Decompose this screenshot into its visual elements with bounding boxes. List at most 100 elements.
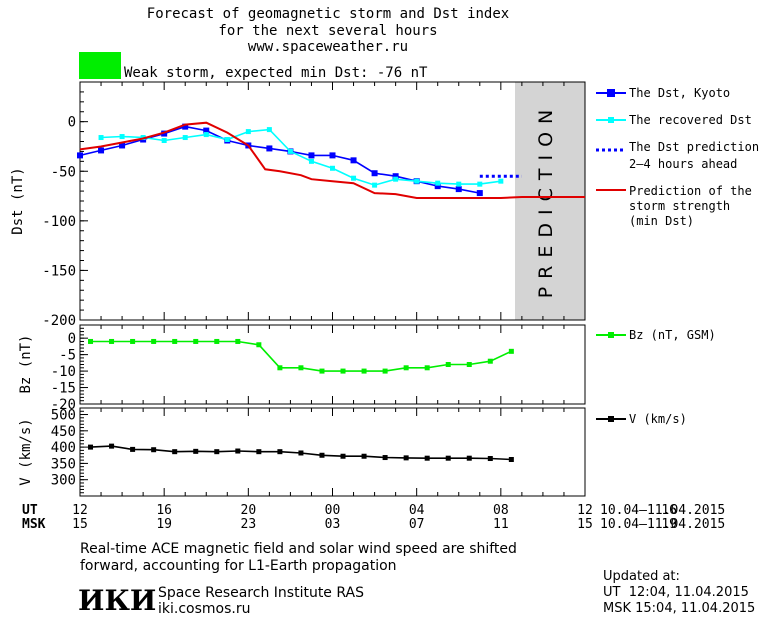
ut-tick-label: 12 [72,503,88,518]
bz-plot-frame [79,324,586,405]
v-series-group [88,443,514,462]
data-point [476,190,483,197]
data-point [393,176,399,182]
legend-label-bz: Bz (nT, GSM) [629,328,716,342]
data-point [98,135,104,141]
updated-label: Updated at: [603,569,680,584]
data-point [424,365,430,371]
msk-tick-label: 19 [661,517,677,532]
y-tick-label: 0 [68,115,76,131]
data-point [287,148,293,154]
data-point [414,178,420,184]
data-point [130,338,136,344]
data-point [161,138,167,144]
data-point [445,455,451,461]
data-point [434,183,441,190]
data-point [361,368,367,374]
legend-entry-v: V (km/s) [596,412,687,426]
y-tick-label: 0 [68,331,76,347]
legend-entry-storm-strength: Prediction of the storm strength (min Ds… [596,184,752,228]
data-point [193,448,199,454]
data-point [214,338,220,344]
data-point [119,134,125,140]
legend-entry-dst-kyoto: The Dst, Kyoto [596,86,730,100]
time-axis: UT MSK 12 16 20 00 04 08 12 16 15 19 23 03 07 11 15 19… [22,503,725,532]
data-point [77,152,83,159]
legend-entry-bz: Bz (nT, GSM) [596,328,716,342]
legend-label-v: V (km/s) [629,412,687,426]
data-point [151,447,157,453]
ut-tick-label: 16 [156,503,172,518]
iki-logo: ИКИ [78,584,156,617]
msk-tick-label: 03 [325,517,341,532]
y-tick-label: 450 [51,424,76,440]
legend-label-dst-recovered: The recovered Dst [629,113,752,127]
y-tick-label: 500 [51,408,76,424]
data-point [382,368,388,374]
data-point [371,170,378,177]
ut-tick-label: 04 [409,503,425,518]
legend: The Dst, Kyoto The recovered Dst The Dst… [596,86,759,426]
data-point [256,449,262,455]
data-point [98,147,105,154]
chart-title-line2: for the next several hours [218,23,437,39]
data-point [330,165,335,171]
dst-y-axis: 0 -50 -100 -150 -200 [42,81,88,329]
msk-tick-label: 07 [409,517,425,532]
data-point [256,342,262,348]
y-tick-label: -5 [59,348,76,364]
y-tick-label: 300 [51,473,76,489]
msk-tick-label: 15 [577,517,593,532]
data-point [382,455,388,461]
legend-label-dst-prediction-2: 2–4 hours ahead [629,157,737,171]
data-point [88,338,94,344]
msk-tick-label: 11 [493,517,509,532]
data-point [151,338,157,344]
data-point [172,449,178,455]
chart-title-line1: Forecast of geomagnetic storm and Dst in… [147,6,509,22]
footer: Real-time ACE magnetic field and solar w… [78,541,755,617]
data-point [109,338,115,344]
storm-status-swatch [79,52,121,79]
bz-series-group [88,338,514,374]
data-point [203,132,209,138]
data-point [445,362,451,367]
data-point [130,446,136,452]
ut-tick-label: 16 [661,503,677,518]
dst-y-axis-label: Dst (nT) [10,167,26,234]
legend-label-storm-3: (min Dst) [629,214,694,228]
bz-panel: 0-5-10-15-20 Bz (nT) [18,324,586,413]
ut-tick-label: 12 [577,503,593,518]
data-point [172,338,178,344]
y-tick-label: -15 [51,381,76,397]
data-point [193,338,199,344]
legend-label-dst-prediction-1: The Dst prediction [629,140,759,154]
data-point [403,365,409,371]
data-point [88,444,94,450]
data-point [424,455,430,461]
y-tick-label: -150 [42,263,76,279]
dst-plot-frame [79,81,586,321]
data-point [372,182,378,188]
legend-entry-dst-recovered: The recovered Dst [596,113,752,127]
chart-title-url: www.spaceweather.ru [248,39,408,55]
v-y-axis-label: V (km/s) [18,418,34,485]
data-point [203,127,210,134]
data-point [224,137,230,143]
data-point [487,358,493,364]
data-point [308,152,315,159]
dst-series-group [77,121,585,199]
v-x-ticks [79,408,586,496]
ut-row-label: UT [22,503,38,518]
ut-tick-label: 20 [241,503,257,518]
data-point [109,443,115,449]
institute-site: iki.cosmos.ru [158,601,250,617]
data-point [235,338,241,344]
ut-tick-label: 00 [325,503,341,518]
y-tick-label: -20 [51,397,76,413]
data-point [340,368,346,374]
legend-label-storm-2: storm strength [629,199,730,213]
data-point [182,135,188,141]
